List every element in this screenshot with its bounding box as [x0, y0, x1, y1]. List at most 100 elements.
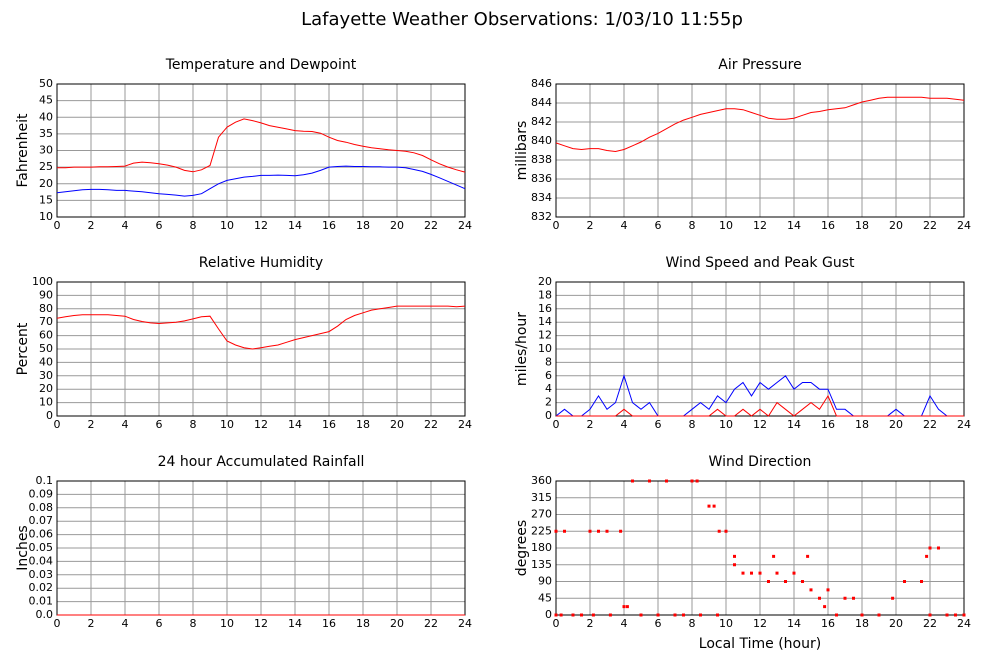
- x-tick-label: 10: [220, 418, 234, 431]
- x-tick-label: 16: [821, 418, 835, 431]
- x-tick-label: 6: [156, 219, 163, 232]
- data-point: [571, 613, 575, 617]
- x-tick-label: 14: [787, 418, 801, 431]
- y-tick-label: 0: [545, 409, 552, 422]
- data-point: [877, 613, 881, 617]
- data-point: [717, 529, 721, 533]
- plot-frame: [56, 281, 466, 417]
- y-axis-label: miles/hour: [514, 312, 530, 386]
- x-tick-label: 24: [957, 617, 971, 630]
- x-tick-label: 4: [122, 617, 129, 630]
- x-tick-label: 4: [621, 617, 628, 630]
- data-point: [806, 554, 810, 558]
- y-tick-label: 0.02: [29, 581, 54, 594]
- data-point: [656, 613, 660, 617]
- chart-title: Wind Direction: [709, 454, 812, 470]
- data-point: [597, 529, 600, 533]
- data-point: [784, 580, 787, 583]
- x-tick-label: 2: [88, 617, 95, 630]
- x-tick-label: 18: [855, 617, 869, 630]
- x-tick-label: 8: [689, 418, 696, 431]
- x-tick-label: 16: [322, 418, 336, 431]
- data-point: [843, 596, 847, 600]
- plot-frame: [555, 480, 965, 616]
- y-tick-label: 0.1: [36, 474, 54, 487]
- data-point: [928, 613, 932, 617]
- data-line: [556, 394, 964, 417]
- x-tick-label: 18: [855, 418, 869, 431]
- data-line: [56, 165, 466, 197]
- y-tick-label: 40: [39, 110, 53, 123]
- x-tick-label: 0: [553, 617, 560, 630]
- x-tick-label: 4: [621, 219, 628, 232]
- data-point: [823, 605, 827, 609]
- x-tick-label: 2: [587, 617, 594, 630]
- x-tick-label: 24: [458, 219, 472, 232]
- y-tick-label: 8: [545, 355, 552, 368]
- data-point: [559, 613, 563, 617]
- data-point: [619, 529, 623, 533]
- x-tick-label: 8: [190, 219, 197, 232]
- x-tick-label: 20: [889, 219, 903, 232]
- y-tick-label: 14: [538, 315, 552, 328]
- y-tick-label: 16: [538, 302, 552, 315]
- data-point: [588, 529, 592, 533]
- x-tick-label: 24: [458, 617, 472, 630]
- y-tick-label: 840: [531, 134, 552, 147]
- y-axis-label: millibars: [514, 121, 530, 181]
- data-point: [937, 546, 940, 550]
- data-point: [733, 554, 736, 558]
- data-point: [673, 613, 677, 617]
- data-line: [555, 374, 964, 417]
- x-tick-label: 16: [821, 219, 835, 232]
- x-tick-label: 24: [957, 418, 971, 431]
- y-tick-label: 0.01: [29, 595, 54, 608]
- data-point: [639, 613, 643, 617]
- data-point: [563, 529, 566, 533]
- y-tick-label: 40: [39, 355, 53, 368]
- data-point: [792, 571, 796, 575]
- y-tick-label: 80: [39, 302, 53, 315]
- data-point: [750, 571, 753, 575]
- data-point: [622, 605, 626, 609]
- plot-frame: [555, 83, 965, 218]
- y-tick-label: 0.06: [29, 528, 54, 541]
- x-tick-label: 0: [54, 617, 61, 630]
- y-tick-label: 6: [545, 369, 552, 382]
- y-tick-label: 315: [531, 491, 552, 504]
- plot-frame: [56, 83, 466, 218]
- x-tick-label: 12: [753, 418, 767, 431]
- x-tick-label: 4: [122, 219, 129, 232]
- y-tick-label: 4: [545, 382, 552, 395]
- y-tick-label: 836: [531, 172, 552, 185]
- y-tick-label: 360: [531, 474, 552, 487]
- x-tick-label: 12: [254, 617, 268, 630]
- x-tick-label: 14: [787, 617, 801, 630]
- data-point: [903, 580, 906, 583]
- x-tick-label: 14: [288, 617, 302, 630]
- data-line: [57, 118, 466, 173]
- x-tick-label: 16: [322, 219, 336, 232]
- x-tick-label: 20: [390, 418, 404, 431]
- x-tick-label: 22: [923, 617, 937, 630]
- x-tick-label: 8: [190, 617, 197, 630]
- x-tick-label: 20: [889, 617, 903, 630]
- y-tick-label: 15: [39, 193, 53, 206]
- x-tick-label: 14: [288, 418, 302, 431]
- x-tick-label: 10: [220, 219, 234, 232]
- data-point: [928, 546, 932, 550]
- y-tick-label: 10: [538, 342, 552, 355]
- y-axis-label: degrees: [514, 520, 530, 576]
- data-point: [772, 554, 776, 558]
- data-point: [852, 596, 855, 600]
- x-tick-label: 24: [957, 219, 971, 232]
- data-point: [699, 613, 702, 617]
- y-tick-label: 838: [531, 153, 552, 166]
- data-point: [716, 613, 719, 617]
- x-tick-label: 10: [220, 617, 234, 630]
- x-tick-label: 10: [719, 617, 733, 630]
- x-tick-label: 20: [390, 219, 404, 232]
- x-tick-label: 16: [821, 617, 835, 630]
- data-point: [625, 605, 629, 609]
